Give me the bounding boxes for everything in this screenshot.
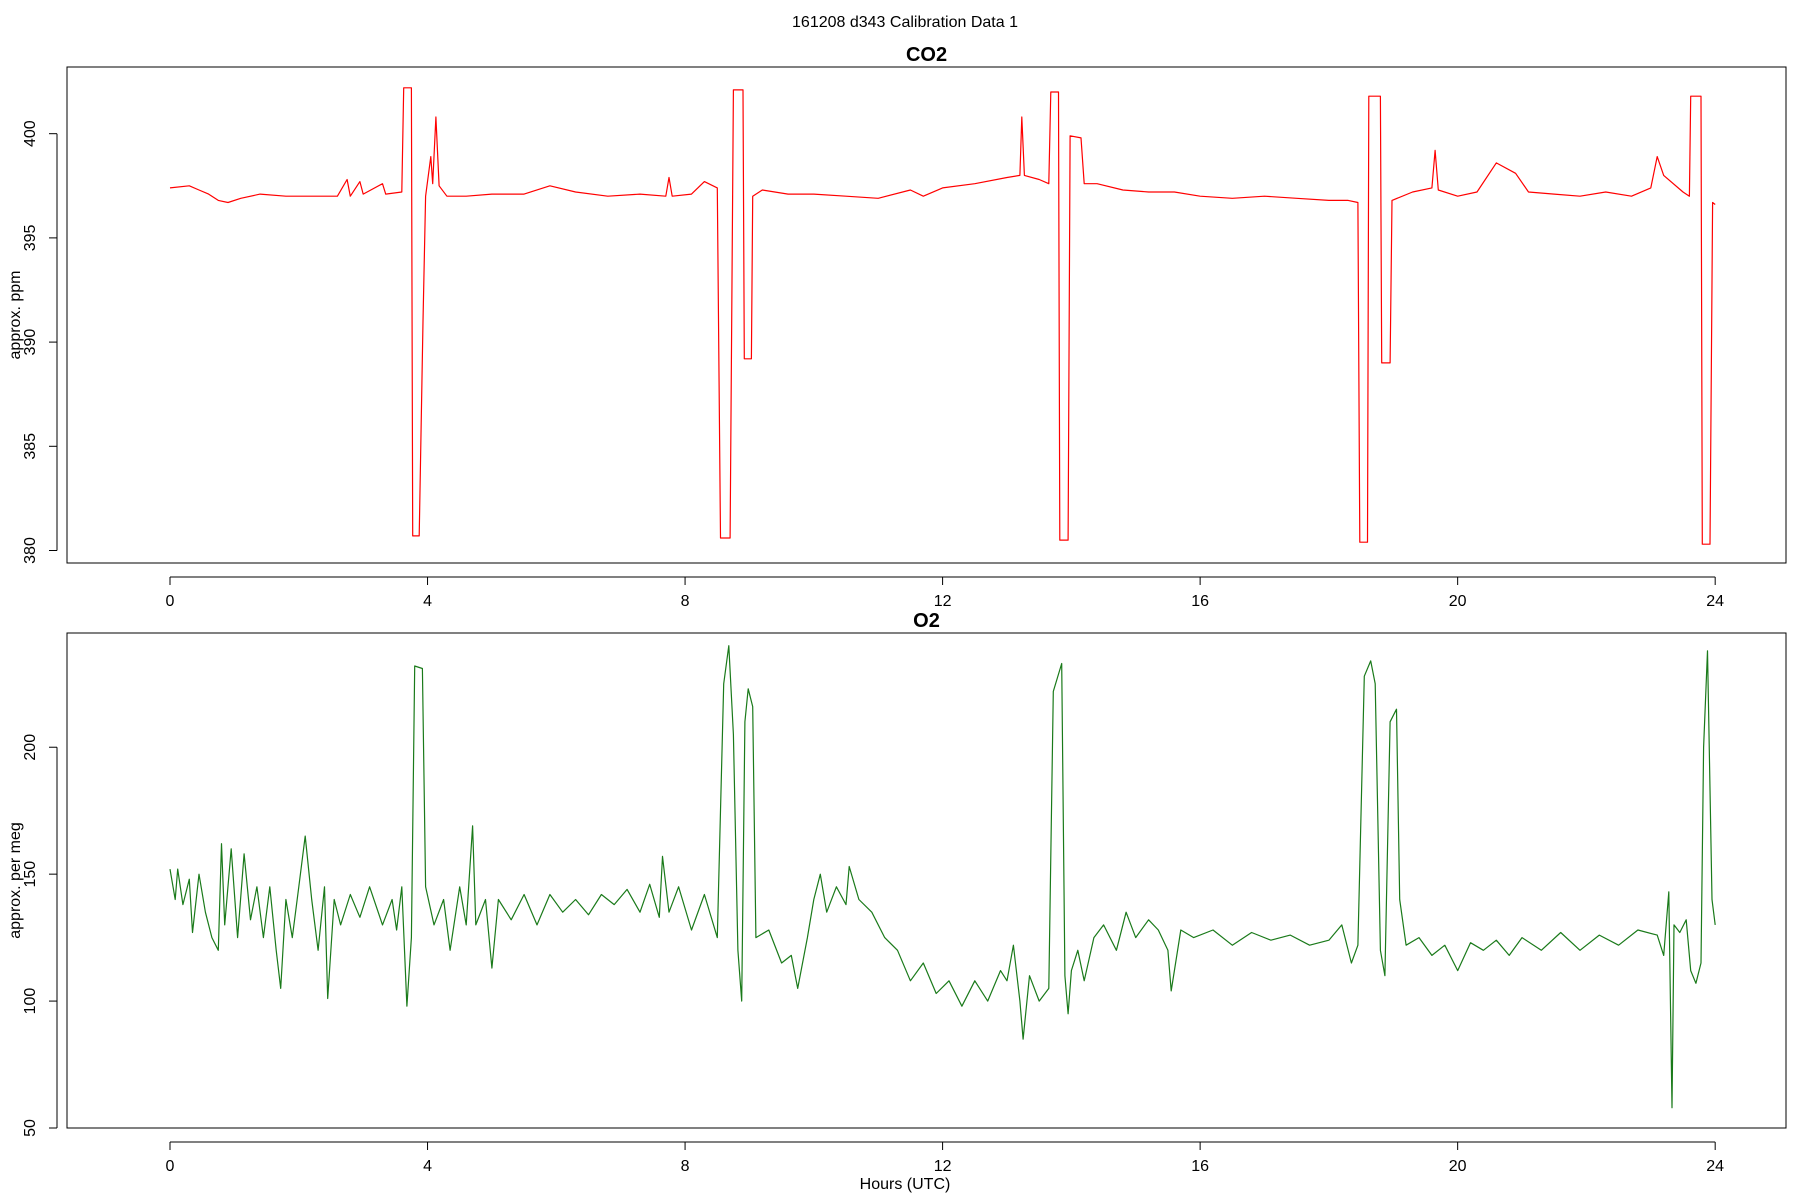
panel-1-x-tick-label: 0 xyxy=(166,593,175,610)
panel-2-y-tick-label: 200 xyxy=(22,734,39,761)
panel-1-x-tick-label: 20 xyxy=(1449,593,1467,610)
panel-2-y-axis-label: approx. per meg xyxy=(7,822,24,939)
panel-2-y-tick-label: 150 xyxy=(22,861,39,888)
panel-1-x-tick-label: 16 xyxy=(1191,593,1209,610)
panel-1-x-tick-label: 24 xyxy=(1706,593,1724,610)
panel-2-x-tick-label: 24 xyxy=(1706,1158,1724,1175)
panel-1-series-line xyxy=(169,87,1716,545)
panel-1-y-axis-label: approx. ppm xyxy=(7,271,24,360)
figure-x-axis-label: Hours (UTC) xyxy=(860,1176,951,1193)
panel-1-x-tick-label: 12 xyxy=(934,593,952,610)
panel-2-x-tick-label: 4 xyxy=(423,1158,432,1175)
panel-1-title: CO2 xyxy=(906,44,947,66)
panel-1-plot-frame xyxy=(66,66,1787,564)
panel-2-y-tick-label: 100 xyxy=(22,988,39,1015)
panel-2-plot-frame xyxy=(66,632,1787,1129)
panel-1-y-tick-label: 380 xyxy=(22,537,39,564)
figure-title: 161208 d343 Calibration Data 1 xyxy=(792,14,1018,31)
panel-1-x-tick-label: 4 xyxy=(423,593,432,610)
panel-2-y-tick-label: 50 xyxy=(22,1119,39,1137)
panel-2-x-tick-label: 16 xyxy=(1191,1158,1209,1175)
panel-1-y-tick-label: 390 xyxy=(22,329,39,356)
panel-2-title: O2 xyxy=(913,610,940,632)
panel-2-x-tick-label: 8 xyxy=(681,1158,690,1175)
panel-1-y-tick-label: 395 xyxy=(22,224,39,251)
panel-1-y-tick-label: 385 xyxy=(22,433,39,460)
panel-1-y-tick-label: 400 xyxy=(22,120,39,147)
panel-2-series-line xyxy=(169,645,1716,1109)
panel-1-x-tick-label: 8 xyxy=(681,593,690,610)
panel-2-x-tick-label: 0 xyxy=(166,1158,175,1175)
panel-2-x-tick-label: 20 xyxy=(1449,1158,1467,1175)
panel-2-x-tick-label: 12 xyxy=(934,1158,952,1175)
